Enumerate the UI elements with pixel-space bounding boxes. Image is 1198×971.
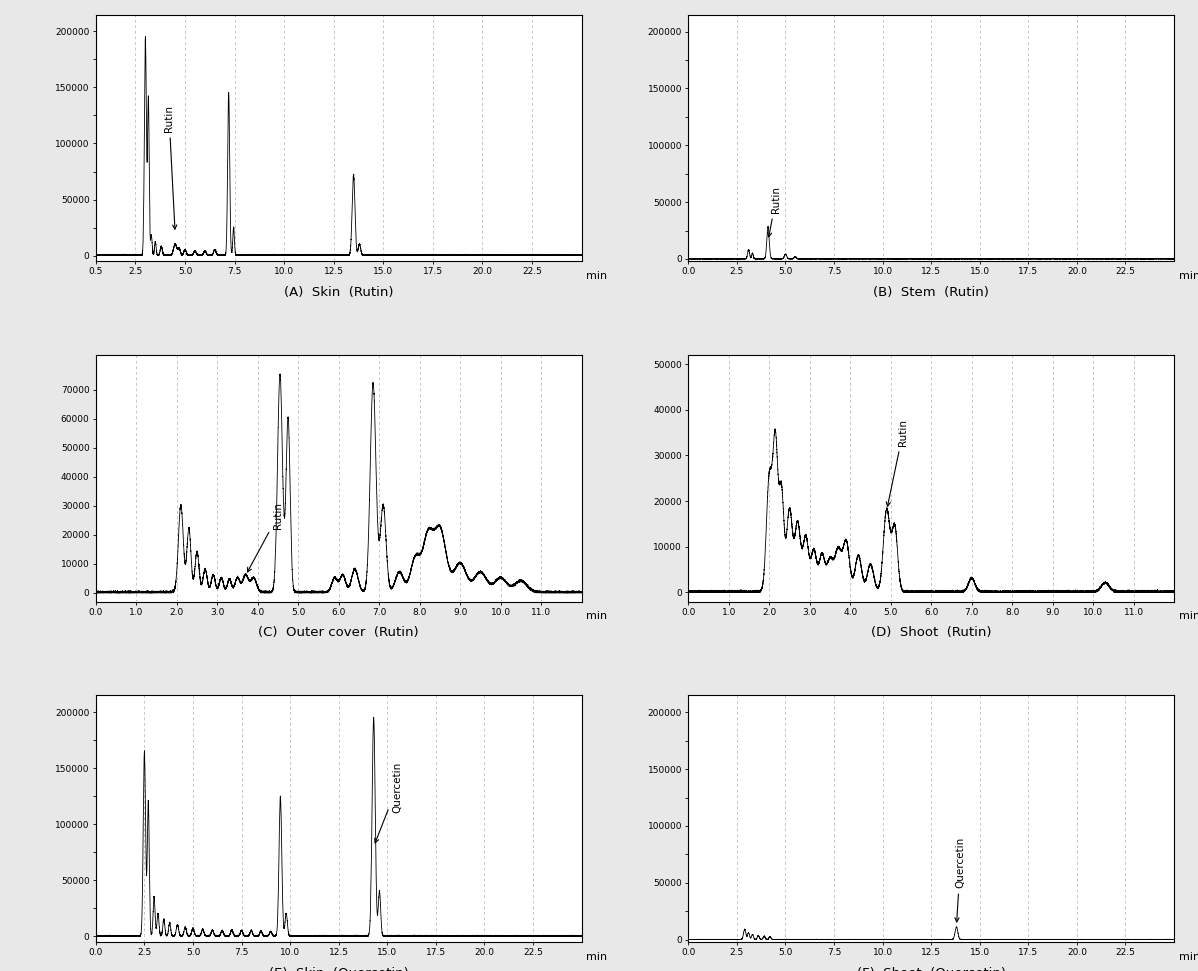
Text: Quercetin: Quercetin [375, 761, 403, 843]
Text: (D)  Shoot  (Rutin): (D) Shoot (Rutin) [871, 626, 992, 639]
Text: Quercetin: Quercetin [955, 837, 966, 921]
Text: (B)  Stem  (Rutin): (B) Stem (Rutin) [873, 285, 990, 299]
Text: Rutin: Rutin [768, 186, 781, 237]
Text: Rutin: Rutin [164, 105, 177, 229]
Text: min: min [586, 952, 607, 961]
Text: min: min [1179, 271, 1198, 281]
Text: min: min [1179, 612, 1198, 621]
Text: (F)  Shoot  (Quercetin): (F) Shoot (Quercetin) [857, 966, 1005, 971]
Text: min: min [586, 612, 607, 621]
Text: min: min [586, 271, 607, 281]
Text: min: min [1179, 952, 1198, 961]
Text: Rutin: Rutin [248, 502, 283, 572]
Text: (A)  Skin  (Rutin): (A) Skin (Rutin) [284, 285, 393, 299]
Text: Rutin: Rutin [887, 419, 908, 506]
Text: (E)  Skin  (Quercetin): (E) Skin (Quercetin) [268, 966, 409, 971]
Text: (C)  Outer cover  (Rutin): (C) Outer cover (Rutin) [259, 626, 419, 639]
